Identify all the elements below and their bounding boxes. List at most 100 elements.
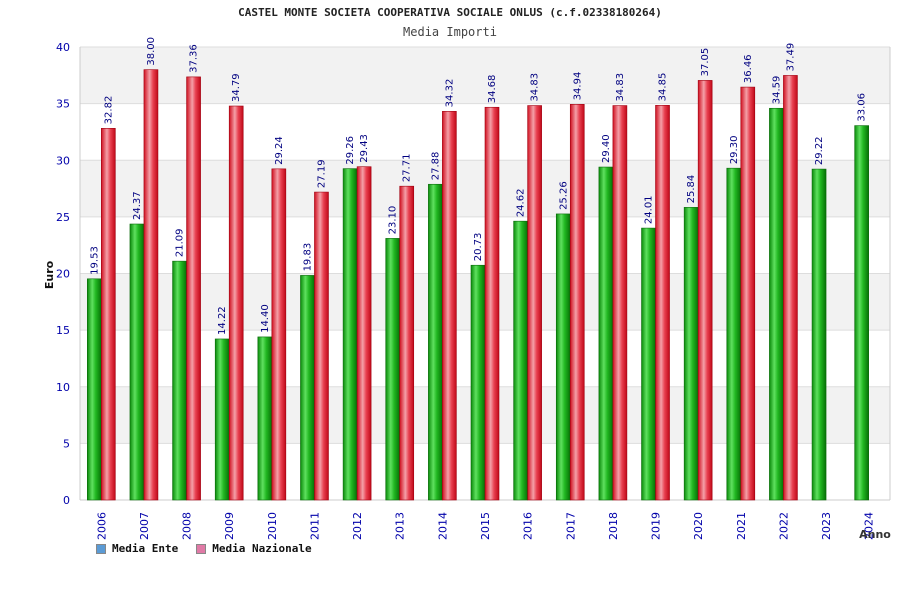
x-tick-label: 2016 bbox=[522, 512, 535, 540]
bar-media-nazionale bbox=[143, 69, 159, 501]
data-label-ente: 21.09 bbox=[175, 229, 186, 258]
y-tick-label: 40 bbox=[56, 41, 70, 54]
x-tick-label: 2023 bbox=[820, 512, 833, 540]
data-label-ente: 24.37 bbox=[132, 191, 143, 220]
bar-media-nazionale bbox=[655, 105, 670, 501]
x-tick-label: 2021 bbox=[735, 512, 748, 540]
bar-media-ente bbox=[470, 264, 486, 501]
bar-media-nazionale bbox=[527, 105, 542, 501]
y-tick-label: 0 bbox=[63, 494, 70, 507]
data-label-nazionale: 34.83 bbox=[615, 73, 626, 102]
data-label-ente: 29.22 bbox=[814, 136, 825, 165]
legend: Media Ente Media Nazionale bbox=[96, 542, 312, 555]
bar-media-nazionale bbox=[697, 80, 713, 501]
data-label-ente: 27.88 bbox=[430, 152, 441, 181]
x-tick-label: 2008 bbox=[181, 512, 194, 540]
bar-media-ente bbox=[129, 223, 145, 501]
data-label-ente: 29.40 bbox=[601, 134, 612, 163]
x-tick-label: 2014 bbox=[436, 512, 449, 540]
data-label-ente: 25.26 bbox=[558, 181, 569, 210]
y-tick-label: 10 bbox=[56, 381, 70, 394]
data-label-nazionale: 32.82 bbox=[103, 96, 114, 125]
bar-media-nazionale bbox=[569, 104, 585, 501]
bar-media-nazionale bbox=[356, 166, 372, 501]
bar-media-nazionale bbox=[228, 105, 244, 501]
x-tick-label: 2019 bbox=[650, 512, 663, 540]
bar-media-ente bbox=[87, 278, 102, 501]
y-tick-label: 35 bbox=[56, 98, 70, 111]
bar-media-ente bbox=[726, 167, 742, 501]
data-label-nazionale: 27.71 bbox=[402, 154, 413, 183]
data-label-nazionale: 34.68 bbox=[487, 75, 498, 104]
legend-item-nazionale: Media Nazionale bbox=[196, 542, 312, 555]
data-label-nazionale: 34.79 bbox=[231, 73, 242, 102]
data-label-nazionale: 37.36 bbox=[189, 44, 200, 73]
data-label-nazionale: 29.43 bbox=[359, 134, 370, 163]
data-label-ente: 24.62 bbox=[516, 189, 527, 218]
bar-media-nazionale bbox=[101, 128, 116, 501]
bar-media-ente bbox=[555, 213, 571, 501]
data-label-ente: 25.84 bbox=[686, 175, 697, 204]
bar-media-nazionale bbox=[314, 191, 329, 501]
data-label-nazionale: 37.05 bbox=[700, 48, 711, 77]
data-label-nazionale: 34.94 bbox=[572, 72, 583, 101]
data-label-ente: 29.30 bbox=[729, 136, 740, 165]
data-label-ente: 19.53 bbox=[89, 246, 100, 275]
data-label-nazionale: 29.24 bbox=[274, 136, 285, 165]
legend-swatch-nazionale bbox=[196, 543, 207, 554]
data-label-ente: 20.73 bbox=[473, 233, 484, 262]
bar-media-ente bbox=[598, 166, 614, 501]
bar-media-nazionale bbox=[612, 105, 628, 501]
x-tick-label: 2010 bbox=[266, 512, 279, 540]
data-label-ente: 24.01 bbox=[644, 195, 655, 224]
bar-media-ente bbox=[300, 275, 315, 501]
y-tick-label: 20 bbox=[56, 268, 70, 281]
grid-band bbox=[80, 47, 890, 104]
x-axis-label: Anno bbox=[859, 528, 891, 541]
bar-media-nazionale bbox=[740, 86, 756, 501]
x-tick-label: 2011 bbox=[308, 512, 321, 540]
bar-media-ente bbox=[172, 260, 187, 501]
x-tick-label: 2024 bbox=[863, 512, 876, 540]
data-label-nazionale: 34.32 bbox=[444, 79, 455, 108]
data-label-ente: 19.83 bbox=[302, 243, 313, 272]
legend-swatch-ente bbox=[96, 543, 106, 554]
legend-label-ente: Media Ente bbox=[112, 542, 179, 555]
x-tick-label: 2017 bbox=[564, 512, 577, 540]
bar-media-nazionale bbox=[484, 106, 500, 501]
x-tick-label: 2007 bbox=[138, 512, 151, 540]
x-tick-label: 2015 bbox=[479, 512, 492, 540]
bar-media-nazionale bbox=[186, 76, 201, 501]
bar-media-ente bbox=[811, 168, 827, 501]
x-tick-label: 2006 bbox=[95, 512, 108, 540]
bar-media-ente bbox=[854, 125, 869, 501]
bar-media-ente bbox=[342, 168, 358, 501]
data-label-nazionale: 37.49 bbox=[785, 43, 796, 72]
y-tick-label: 25 bbox=[56, 211, 70, 224]
data-label-nazionale: 27.19 bbox=[316, 159, 327, 188]
bar-media-ente bbox=[214, 338, 230, 501]
y-tick-label: 30 bbox=[56, 154, 70, 167]
data-label-ente: 33.06 bbox=[857, 93, 868, 122]
bar-media-ente bbox=[257, 336, 273, 501]
bar-media-ente bbox=[683, 207, 699, 501]
y-tick-label: 5 bbox=[63, 437, 70, 450]
chart-subtitle: Media Importi bbox=[403, 25, 497, 39]
x-tick-label: 2009 bbox=[223, 512, 236, 540]
data-label-nazionale: 38.00 bbox=[146, 37, 157, 66]
y-axis-label: Euro bbox=[43, 260, 56, 289]
data-label-nazionale: 36.46 bbox=[743, 54, 754, 83]
data-label-nazionale: 34.85 bbox=[658, 73, 669, 102]
data-label-ente: 23.10 bbox=[388, 206, 399, 235]
bar-media-nazionale bbox=[783, 75, 798, 501]
bar-media-ente bbox=[513, 220, 528, 501]
bar-media-nazionale bbox=[399, 185, 415, 501]
data-label-ente: 14.40 bbox=[260, 304, 271, 333]
x-tick-label: 2012 bbox=[351, 512, 364, 540]
bar-media-ente bbox=[428, 183, 443, 501]
bar-media-ente bbox=[769, 107, 784, 501]
data-label-ente: 14.22 bbox=[217, 306, 228, 335]
data-label-ente: 34.59 bbox=[771, 76, 782, 105]
legend-label-nazionale: Media Nazionale bbox=[212, 542, 312, 555]
